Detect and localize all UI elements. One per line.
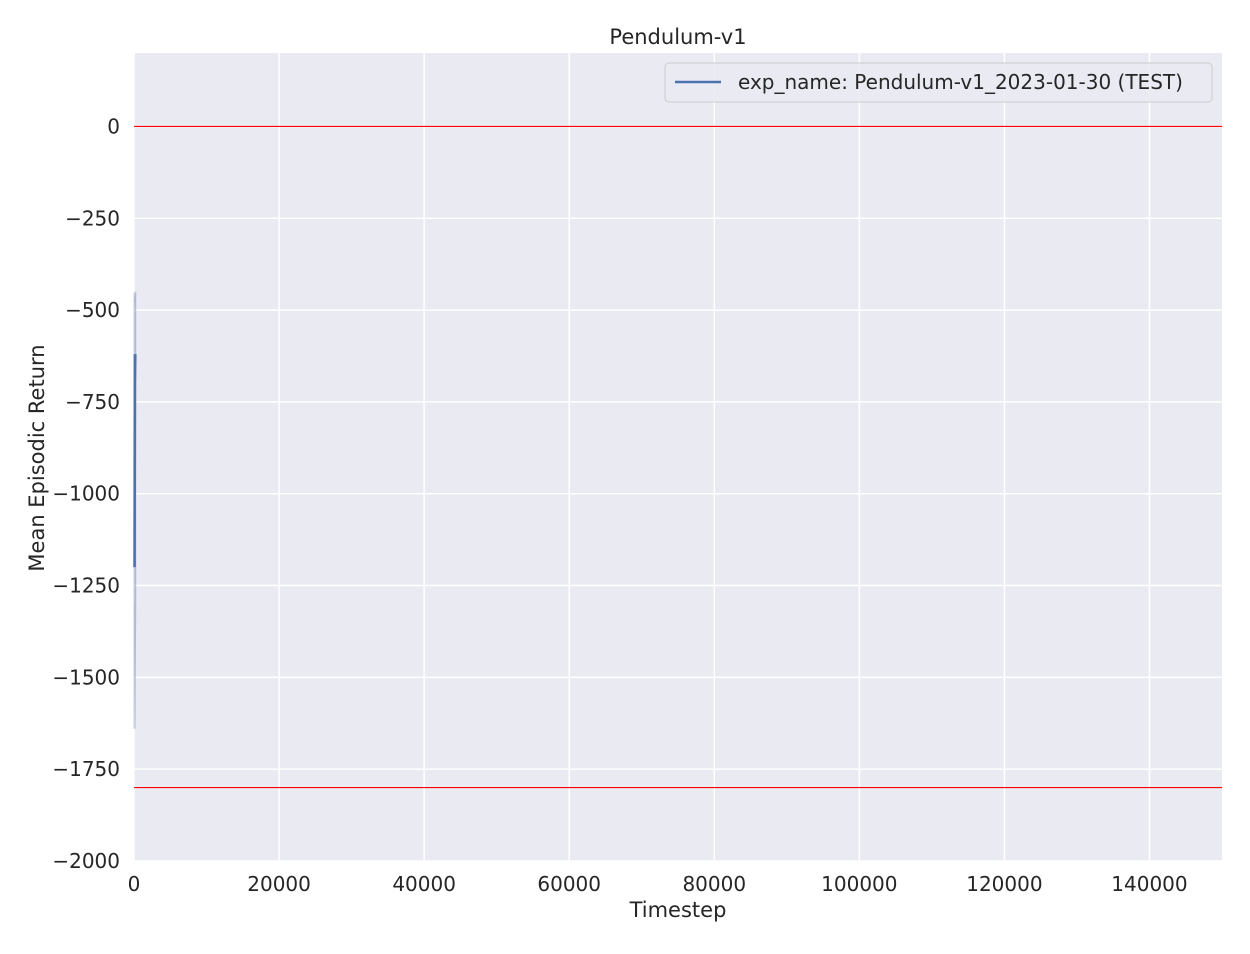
y-tick-label: −1000 [52, 482, 120, 506]
legend-box [664, 62, 1213, 103]
x-tick-label: 0 [128, 872, 141, 896]
x-tick-label: 140000 [1111, 872, 1187, 896]
x-tick-label: 20000 [247, 872, 311, 896]
series-line [133, 354, 137, 568]
x-tick-label: 60000 [537, 872, 601, 896]
y-axis-label: Mean Episodic Return [25, 344, 49, 571]
y-tick-label: −1500 [52, 665, 120, 689]
y-tick-label: −500 [65, 298, 120, 322]
y-tick-labels: 0 −250 −500 −750 −1000 −1250 −1500 −1750 −2000 [52, 114, 120, 873]
legend-label: exp_name: Pendulum-v1_2023-01-30 (TEST) [738, 70, 1183, 94]
y-tick-label: −1750 [52, 757, 120, 781]
y-tick-label: −1250 [52, 574, 120, 598]
x-axis-label: Timestep [629, 898, 727, 922]
legend: exp_name: Pendulum-v1_2023-01-30 (TEST) [664, 62, 1213, 103]
x-tick-label: 80000 [682, 872, 746, 896]
x-tick-label: 100000 [821, 872, 897, 896]
y-tick-label: 0 [107, 114, 120, 138]
chart-title: Pendulum-v1 [609, 25, 746, 49]
grid-lines [133, 53, 1222, 862]
y-tick-label: −750 [65, 390, 120, 414]
x-tick-label: 40000 [392, 872, 456, 896]
x-tick-label: 120000 [966, 872, 1042, 896]
plot-area [134, 53, 1222, 861]
reference-lines [134, 125, 1222, 789]
x-tick-labels: 0 20000 40000 60000 80000 100000 120000 140000 [128, 872, 1188, 896]
y-tick-label: −250 [65, 206, 120, 230]
series-lines [133, 354, 137, 568]
y-tick-label: −2000 [52, 849, 120, 873]
